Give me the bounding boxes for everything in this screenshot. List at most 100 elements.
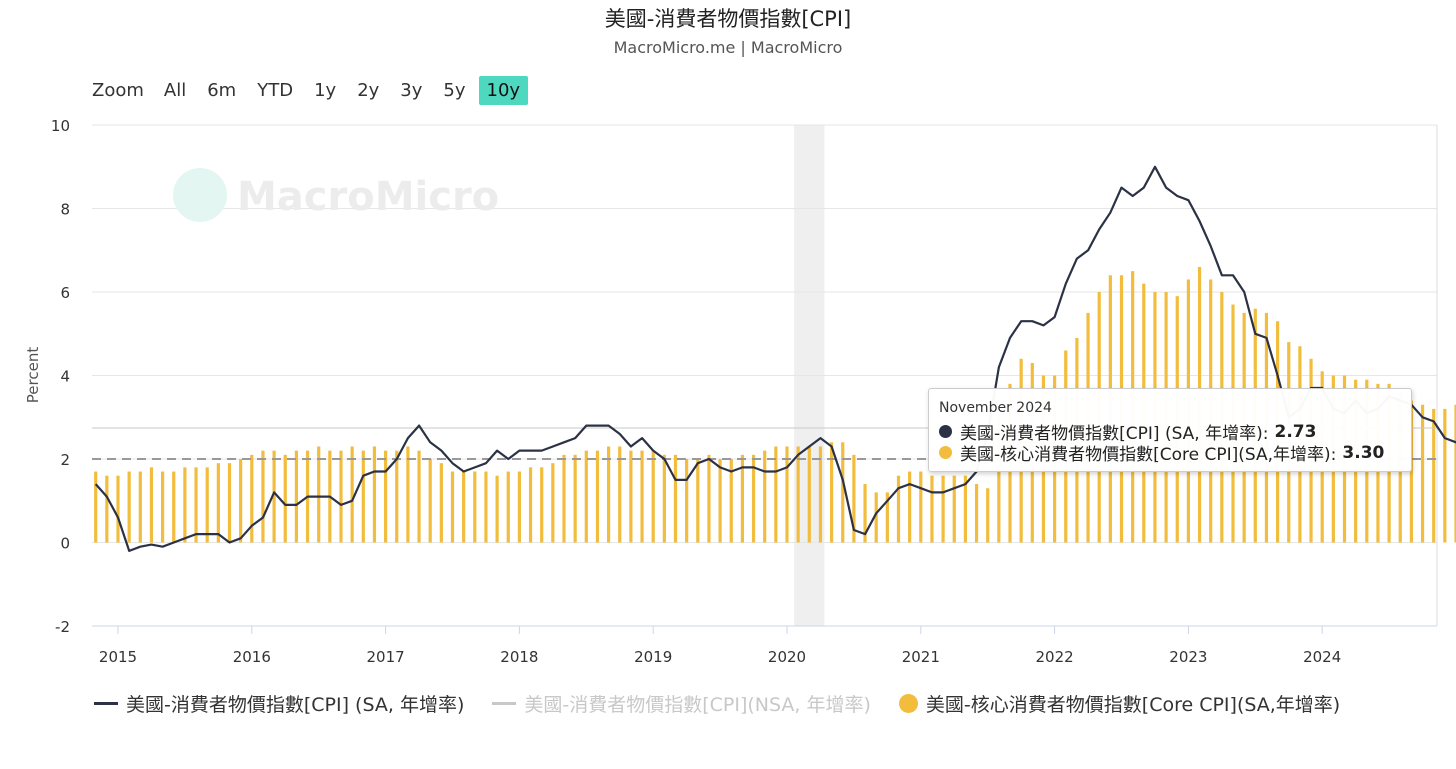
- core-cpi-bar: [729, 459, 733, 543]
- core-cpi-bar: [562, 454, 566, 543]
- core-cpi-bar: [662, 454, 666, 543]
- core-cpi-bar: [1432, 408, 1436, 543]
- core-cpi-bar: [896, 475, 901, 543]
- zoom-1y-button[interactable]: 1y: [314, 80, 337, 101]
- core-cpi-bar: [974, 484, 979, 543]
- core-cpi-bar: [919, 471, 923, 543]
- legend-item-cpi-sa[interactable]: 美國-消費者物價指數[CPI] (SA, 年增率): [94, 690, 464, 717]
- core-cpi-bar: [161, 471, 165, 543]
- core-cpi-bar: [127, 471, 131, 543]
- core-cpi-bar: [963, 475, 967, 543]
- core-cpi-bar: [361, 450, 365, 543]
- core-cpi-bar: [618, 446, 622, 543]
- zoom-ytd-button[interactable]: YTD: [257, 80, 294, 101]
- core-cpi-bar: [506, 471, 510, 543]
- core-cpi-bar: [740, 454, 744, 543]
- core-cpi-bar: [372, 446, 377, 543]
- watermark-logo-icon: [173, 168, 227, 222]
- legend-dot-icon: [898, 694, 918, 713]
- core-cpi-bar: [462, 471, 466, 543]
- y-tick-label: 4: [60, 368, 70, 386]
- core-cpi-bar: [796, 446, 800, 543]
- legend-label-core-cpi: 美國-核心消費者物價指數[Core CPI](SA,年增率): [925, 694, 1341, 716]
- legend-item-core-cpi[interactable]: 美國-核心消費者物價指數[Core CPI](SA,年增率): [898, 690, 1341, 717]
- core-cpi-bar: [607, 446, 611, 543]
- core-cpi-bar: [484, 471, 488, 543]
- x-tick-label: 2023: [1169, 648, 1207, 666]
- core-cpi-bar: [852, 454, 856, 543]
- core-cpi-bar: [216, 463, 220, 543]
- core-cpi-bar: [885, 492, 889, 543]
- watermark-text: MacroMicro: [237, 174, 499, 220]
- core-cpi-bar: [227, 463, 232, 543]
- core-cpi-bar: [986, 488, 990, 543]
- core-cpi-bar: [428, 459, 432, 543]
- legend-item-cpi-nsa[interactable]: 美國-消費者物價指數[CPI](NSA, 年增率): [492, 690, 871, 717]
- core-cpi-bar: [673, 454, 678, 543]
- zoom-10y-button[interactable]: 10y: [478, 76, 529, 105]
- core-cpi-bar: [1443, 408, 1447, 543]
- y-tick-label: 0: [60, 535, 70, 553]
- y-tick-label: 8: [60, 201, 70, 219]
- zoom-5y-button[interactable]: 5y: [443, 80, 466, 101]
- x-tick-label: 2019: [634, 648, 672, 666]
- zoom-bar: Zoom All 6m YTD 1y 2y 3y 5y 10y: [86, 76, 533, 105]
- core-cpi-bar: [640, 450, 644, 543]
- tooltip-dot-icon: [939, 425, 952, 438]
- tooltip-dot-icon: [939, 446, 952, 459]
- core-cpi-bar: [595, 450, 600, 543]
- core-cpi-bar: [183, 467, 187, 543]
- tooltip-value-cpi: 2.73: [1274, 421, 1317, 442]
- legend-line-icon: [94, 702, 118, 705]
- zoom-6m-button[interactable]: 6m: [207, 80, 237, 101]
- core-cpi-bar: [952, 475, 956, 543]
- core-cpi-bar: [774, 446, 778, 543]
- core-cpi-bar: [105, 475, 109, 543]
- chart-title: 美國-消費者物價指數[CPI]: [604, 7, 852, 31]
- core-cpi-bar: [651, 450, 655, 543]
- core-cpi-bar: [339, 450, 343, 543]
- zoom-2y-button[interactable]: 2y: [357, 80, 380, 101]
- core-cpi-bar: [239, 459, 243, 543]
- zoom-all-button[interactable]: All: [163, 80, 187, 101]
- core-cpi-bar: [696, 459, 700, 543]
- core-cpi-bar: [450, 471, 455, 543]
- x-tick-label: 2021: [902, 648, 940, 666]
- core-cpi-bar: [138, 471, 142, 543]
- core-cpi-bar: [149, 467, 154, 543]
- core-cpi-bar: [751, 454, 756, 543]
- core-cpi-bar: [317, 446, 321, 543]
- core-cpi-bar: [941, 475, 945, 543]
- zoom-3y-button[interactable]: 3y: [400, 80, 423, 101]
- core-cpi-bar: [874, 492, 878, 543]
- core-cpi-bar: [261, 450, 265, 543]
- core-cpi-bar: [584, 450, 588, 543]
- core-cpi-bar: [1409, 400, 1413, 543]
- y-tick-label: 2: [60, 451, 70, 469]
- cpi-line: [94, 165, 1456, 553]
- core-cpi-bar: [785, 446, 789, 543]
- core-cpi-bar: [439, 463, 443, 543]
- y-tick-label: 6: [60, 284, 70, 302]
- core-cpi-bar: [250, 454, 254, 543]
- core-cpi-bar: [707, 454, 711, 543]
- core-cpi-bar: [350, 446, 354, 543]
- tooltip: November 2024 美國-消費者物價指數[CPI] (SA, 年增率):…: [928, 388, 1412, 472]
- core-cpi-bar: [718, 459, 722, 543]
- core-cpi-bar: [517, 471, 521, 543]
- core-cpi-bar: [94, 471, 98, 543]
- core-cpi-bar: [841, 442, 845, 543]
- x-tick-label: 2020: [768, 648, 806, 666]
- core-cpi-bar: [272, 450, 276, 543]
- core-cpi-bar: [997, 417, 1001, 543]
- core-cpi-bar: [283, 454, 287, 543]
- core-cpi-bar: [685, 459, 689, 543]
- core-cpi-bar: [629, 450, 633, 543]
- core-cpi-bar: [395, 450, 399, 543]
- x-tick-label: 2017: [367, 648, 405, 666]
- x-tick-label: 2018: [500, 648, 538, 666]
- tooltip-label-cpi: 美國-消費者物價指數[CPI] (SA, 年增率):: [960, 424, 1269, 444]
- x-tick-label: 2022: [1036, 648, 1074, 666]
- chart-subtitle: MacroMicro.me | MacroMicro: [613, 38, 843, 57]
- y-tick-label: 10: [51, 117, 70, 135]
